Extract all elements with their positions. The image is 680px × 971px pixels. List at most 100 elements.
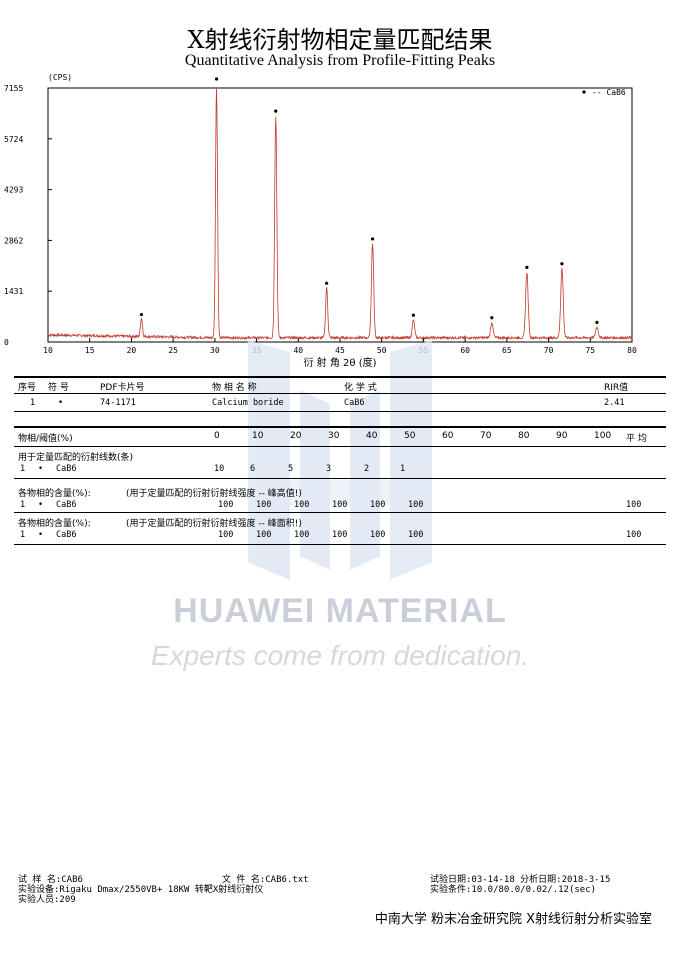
phase-formula: CaB6 [344, 398, 365, 408]
footer-file: 文 件 名:CAB6.txt [222, 875, 309, 885]
peak-marker-4 [370, 237, 375, 241]
col-header-symbol: 符 号 [48, 383, 69, 393]
threshold-value-5: 50 [404, 431, 416, 441]
x-tick-label-5: 35 [252, 346, 262, 355]
content-area-symbol: • [38, 530, 44, 540]
content-height-label: 各物相的含量(%): [18, 489, 91, 499]
content-area-value-2: 100 [294, 530, 310, 540]
content-area-value-1: 100 [256, 530, 272, 540]
peak-marker-6 [490, 316, 494, 320]
footer-operator: 实验人员:209 [18, 895, 76, 905]
content-height-value-1: 100 [256, 500, 272, 510]
threshold-value-7: 70 [480, 431, 492, 441]
peak-marker-3 [325, 281, 329, 285]
content-height-value-5: 100 [408, 500, 424, 510]
lines-value-3: 3 [326, 464, 332, 474]
peak-marker-2 [274, 109, 278, 113]
content-height-avg: 100 [626, 500, 642, 510]
lines-value-2: 5 [288, 464, 294, 474]
phase-name: Calcium boride [212, 398, 284, 408]
phase-symbol: • [58, 398, 64, 408]
table-rule [14, 393, 666, 394]
y-axis-label: (CPS) [48, 73, 72, 82]
y-tick-label-5: 7155 [4, 84, 23, 93]
footer-conditions: 实验条件:10.0/80.0/0.02/.12(sec) [430, 885, 597, 895]
content-height-note: (用于定量匹配的衍射衍射线强度 -- 峰高值!) [126, 489, 302, 499]
x-tick-label-1: 15 [85, 346, 95, 355]
threshold-value-10: 100 [594, 431, 612, 441]
lines-phase: CaB6 [56, 464, 77, 474]
plot-frame [47, 87, 633, 343]
watermark-text: HUAWEI MATERIAL [173, 592, 507, 630]
content-area-avg: 100 [626, 530, 642, 540]
content-area-note: (用于定量匹配的衍射衍射线强度 -- 峰面积!) [126, 519, 302, 529]
lines-value-1: 6 [250, 464, 256, 474]
threshold-value-3: 30 [328, 431, 340, 441]
x-tick-label-12: 70 [544, 346, 554, 355]
threshold-value-2: 20 [290, 431, 302, 441]
series-line-cab6 [47, 87, 633, 341]
phase-rir: 2.41 [604, 398, 625, 408]
lines-symbol: • [38, 464, 44, 474]
x-tick-label-3: 25 [168, 346, 178, 355]
table-rule [14, 411, 666, 412]
watermark-slogan: Experts come from dedication. [150, 640, 530, 671]
table-rule [14, 446, 666, 447]
peak-marker-8 [560, 262, 564, 266]
content-height-value-2: 100 [294, 500, 310, 510]
x-tick-label-14: 80 [627, 346, 637, 355]
threshold-value-4: 40 [366, 431, 378, 441]
table-rule [14, 426, 666, 428]
content-area-label: 各物相的含量(%): [18, 519, 91, 529]
phase-pdf: 74-1171 [100, 398, 136, 408]
legend-label: -- CaB6 [592, 88, 626, 97]
peak-marker-0 [139, 312, 144, 317]
y-tick-label-0: 0 [4, 338, 9, 347]
x-tick-label-10: 60 [460, 346, 470, 355]
peak-marker-5 [411, 313, 416, 317]
lines-label: 用于定量匹配的衍射线数(条) [18, 453, 134, 463]
x-axis-label: 衍 射 角 2θ (度) [304, 356, 377, 369]
x-tick-label-11: 65 [502, 346, 512, 355]
content-area-value-0: 100 [218, 530, 234, 540]
content-area-no: 1 [20, 530, 26, 540]
xrd-chart: 0 1431 2862 4293 5724 7155 10 15 20 25 30 35 40 45 50 5… [4, 73, 637, 369]
y-tick-label-1: 1431 [4, 287, 23, 296]
threshold-value-9: 90 [556, 431, 568, 441]
peak-marker-7 [525, 265, 529, 269]
page-subtitle: Quantitative Analysis from Profile-Fitti… [184, 52, 496, 69]
threshold-value-6: 60 [442, 431, 454, 441]
content-area-phase: CaB6 [56, 530, 77, 540]
threshold-value-0: 0 [214, 431, 220, 441]
page-title: X射线衍射物相定量匹配结果 [187, 26, 493, 54]
x-tick-label-13: 75 [585, 346, 595, 355]
peak-marker-1 [214, 77, 219, 81]
content-area-value-5: 100 [408, 530, 424, 540]
threshold-avg-label: 平 均 [626, 434, 647, 444]
lines-no: 1 [20, 464, 26, 474]
peak-marker-9 [595, 320, 599, 324]
table-rule [14, 376, 666, 378]
x-tick-label-0: 10 [43, 346, 53, 355]
footer-sample: 试 样 名:CAB6 [18, 875, 83, 885]
x-tick-label-8: 50 [377, 346, 387, 355]
threshold-value-8: 80 [518, 431, 530, 441]
table-rule [14, 544, 666, 545]
legend-marker [582, 90, 586, 94]
col-header-pdf: PDF卡片号 [100, 383, 145, 393]
content-area-value-4: 100 [370, 530, 386, 540]
x-tick-label-6: 40 [293, 346, 303, 355]
table-rule [14, 512, 666, 513]
lines-value-4: 2 [364, 464, 370, 474]
x-tick-label-2: 20 [127, 346, 137, 355]
threshold-label: 物相/阈值(%) [18, 434, 73, 444]
content-height-value-4: 100 [370, 500, 386, 510]
content-height-no: 1 [20, 500, 26, 510]
y-tick-label-2: 2862 [4, 236, 23, 245]
content-height-value-0: 100 [218, 500, 234, 510]
col-header-rir: RIR值 [604, 383, 629, 393]
y-tick-label-4: 5724 [4, 135, 23, 144]
footer-lab: 中南大学 粉末冶金研究院 X射线衍射分析实验室 [374, 912, 652, 927]
threshold-value-1: 10 [252, 431, 264, 441]
content-height-symbol: • [38, 500, 44, 510]
